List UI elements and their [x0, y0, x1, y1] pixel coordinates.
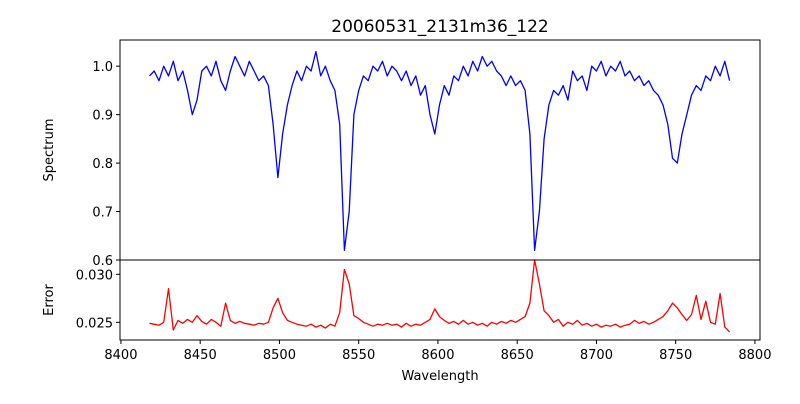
y-tick-label: 0.8: [92, 157, 113, 172]
y-tick-label: 0.7: [92, 206, 113, 221]
x-tick-label: 8450: [184, 348, 217, 363]
x-tick-label: 8700: [580, 348, 613, 363]
x-axis-label: Wavelength: [401, 369, 478, 384]
y-tick-label: 0.030: [76, 268, 113, 283]
spectrum-axes: 0.6 0.7 0.8 0.9 1.0: [92, 39, 761, 269]
x-tick-label: 8800: [738, 348, 771, 363]
x-tick-label: 8600: [421, 348, 454, 363]
y-tick-label: 0.9: [92, 109, 113, 124]
axes-frame: [119, 259, 761, 341]
y-axis-label-spectrum: Spectrum: [42, 119, 57, 182]
axes-frame: [119, 39, 761, 261]
y-tick-label: 0.025: [76, 316, 113, 331]
error-axes: 0.025 0.030 8400 8450 8500 8550 8600 8650 8700 87…: [76, 259, 771, 363]
y-axis-label-error: Error: [42, 284, 57, 316]
y-tick-label: 0.6: [92, 254, 113, 269]
y-tick-label: 1.0: [92, 60, 113, 75]
x-tick-label: 8750: [659, 348, 692, 363]
x-tick-label: 8650: [501, 348, 534, 363]
x-tick-label: 8500: [263, 348, 296, 363]
error-line: [149, 259, 731, 333]
spectrum-line: [149, 50, 731, 251]
x-tick-label: 8550: [342, 348, 375, 363]
x-tick-label: 8400: [104, 348, 137, 363]
chart-title: 20060531_2131m36_122: [331, 17, 548, 37]
